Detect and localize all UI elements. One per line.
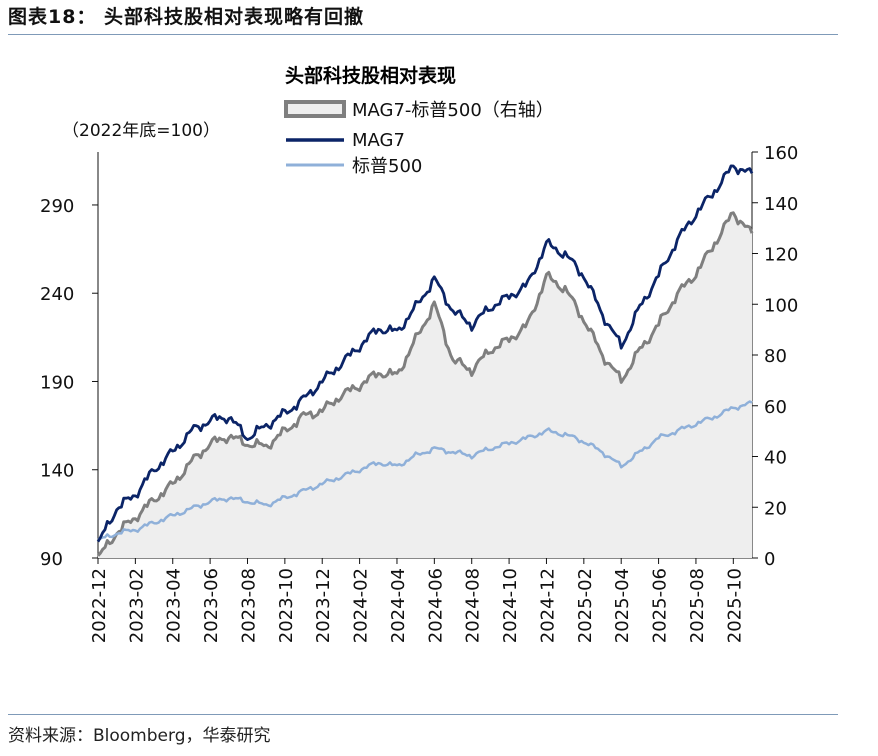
right-tick-label: 100 — [764, 295, 798, 316]
x-tick-label: 2023-04 — [164, 568, 185, 643]
x-tick-label: 2023-10 — [276, 568, 297, 643]
legend-label-sp500: 标普500 — [352, 156, 422, 177]
left-tick-label: 240 — [40, 284, 74, 305]
legend-label-relative: MAG7-标普500（右轴） — [352, 100, 554, 121]
right-tick-label: 80 — [764, 346, 787, 367]
right-tick-label: 40 — [764, 448, 787, 469]
source-note: 资料来源：Bloomberg，华泰研究 — [8, 726, 271, 746]
x-tick-label: 2022-12 — [89, 568, 110, 643]
bottom-rule — [8, 714, 838, 715]
relative-performance-chart: 头部科技股相对表现 （2022年底=100） MAG7-标普500（右轴） MA… — [40, 64, 798, 643]
right-tick-label: 0 — [764, 549, 775, 570]
x-tick-label: 2024-02 — [351, 568, 372, 643]
figure-title: 图表18： 头部科技股相对表现略有回撤 — [8, 6, 365, 28]
chart-title: 头部科技股相对表现 — [285, 64, 456, 87]
series-mag7-line — [96, 164, 754, 543]
x-tick-label: 2023-12 — [313, 568, 334, 643]
series-sp500-line — [97, 400, 753, 541]
x-tick-label: 2025-06 — [650, 568, 671, 643]
right-tick-label: 120 — [764, 245, 798, 266]
series-relative-line — [96, 211, 754, 557]
x-tick-label: 2024-12 — [538, 568, 559, 643]
legend-label-mag7: MAG7 — [352, 130, 405, 151]
right-tick-label: 160 — [764, 143, 798, 164]
x-tick-label: 2024-08 — [463, 568, 484, 643]
right-tick-label: 20 — [764, 498, 787, 519]
x-tick-label: 2024-06 — [425, 568, 446, 643]
left-tick-label: 190 — [40, 372, 74, 393]
x-tick-label: 2024-04 — [388, 568, 409, 643]
left-tick-label: 90 — [40, 549, 63, 570]
plot-area — [96, 164, 754, 559]
legend-swatch-relative — [284, 100, 346, 118]
left-tick-label: 140 — [40, 461, 74, 482]
x-tick-label: 2024-10 — [500, 568, 521, 643]
x-tick-label: 2025-02 — [575, 568, 596, 643]
x-tick-label: 2023-02 — [126, 568, 147, 643]
relative-area-fill — [98, 212, 752, 559]
right-tick-label: 60 — [764, 397, 787, 418]
x-tick-label: 2023-06 — [201, 568, 222, 643]
x-tick-label: 2025-04 — [612, 568, 633, 643]
left-axis-unit-label: （2022年底=100） — [62, 121, 220, 141]
x-tick-label: 2025-10 — [724, 568, 745, 643]
legend: MAG7-标普500（右轴） MAG7 标普500 — [284, 100, 554, 177]
top-rule — [8, 34, 838, 35]
x-tick-label: 2025-08 — [687, 568, 708, 643]
right-tick-label: 140 — [764, 194, 798, 215]
left-tick-label: 290 — [40, 196, 74, 217]
x-tick-label: 2023-08 — [239, 568, 260, 643]
axes: 90 140 190 240 290 0 20 40 60 80 100 120 140 160 2022-… — [40, 143, 798, 643]
